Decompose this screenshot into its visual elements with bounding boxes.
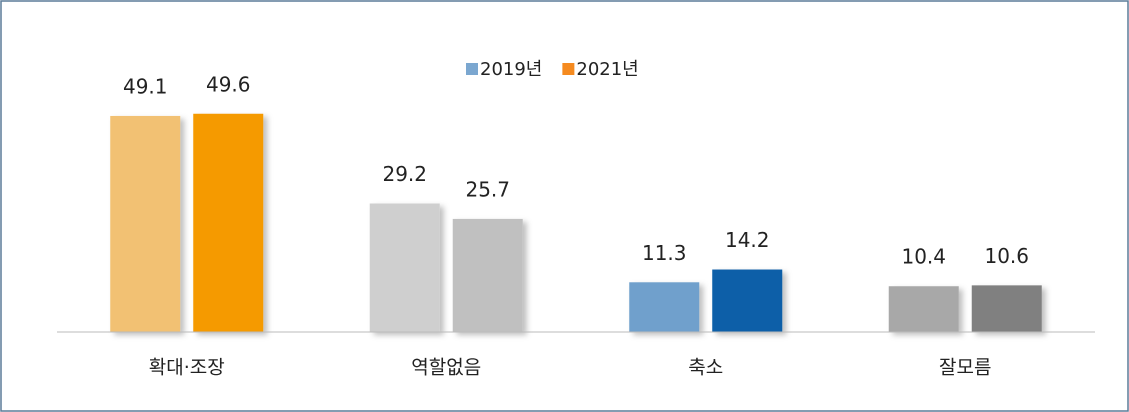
bar bbox=[971, 285, 1042, 332]
value-label: 29.2 bbox=[382, 162, 427, 186]
bar bbox=[110, 115, 181, 333]
value-label: 25.7 bbox=[465, 177, 510, 201]
x-tick-label: 확대·조장 bbox=[149, 357, 225, 379]
value-label: 10.4 bbox=[901, 245, 946, 269]
value-label: 11.3 bbox=[642, 241, 687, 265]
bar bbox=[888, 286, 959, 332]
value-label: 49.6 bbox=[206, 72, 251, 96]
bar bbox=[369, 203, 440, 332]
value-label: 10.6 bbox=[984, 244, 1029, 268]
x-tick-label: 잘모름 bbox=[939, 357, 991, 379]
bar bbox=[193, 113, 264, 332]
legend-swatch bbox=[562, 63, 575, 75]
bar bbox=[712, 269, 783, 332]
x-tick-label: 역할없음 bbox=[411, 357, 481, 379]
value-label: 14.2 bbox=[725, 228, 770, 252]
bar bbox=[629, 282, 700, 332]
legend-label: 2019년 bbox=[480, 59, 542, 80]
legend-label: 2021년 bbox=[576, 59, 638, 80]
x-tick-label: 축소 bbox=[688, 357, 723, 379]
value-label: 49.1 bbox=[123, 74, 168, 98]
legend-swatch bbox=[466, 63, 478, 75]
bar bbox=[452, 218, 523, 332]
